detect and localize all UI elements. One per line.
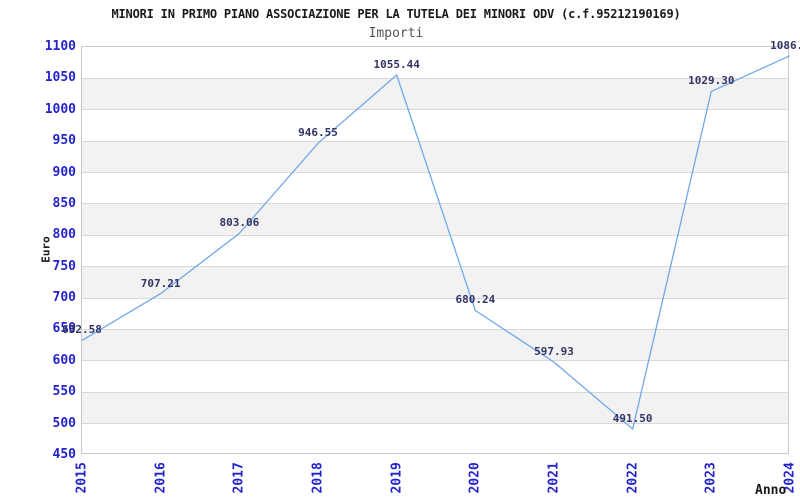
- y-tick-label: 450: [52, 447, 76, 462]
- data-label: 1055.44: [373, 57, 420, 71]
- y-tick-label: 900: [52, 164, 76, 180]
- gridline: [82, 423, 788, 425]
- data-label: 1086.2: [770, 38, 800, 52]
- y-tick-label: 850: [52, 195, 76, 211]
- grid-band: [82, 266, 788, 299]
- chart-subtitle: Importi: [368, 26, 424, 41]
- gridline: [82, 77, 788, 79]
- data-label: 707.21: [140, 276, 181, 290]
- x-tick-label: 2019: [389, 462, 405, 494]
- x-tick-label: 2016: [153, 462, 169, 494]
- y-tick-label: 1000: [44, 101, 76, 117]
- data-label: 491.50: [612, 411, 653, 425]
- data-label: 946.55: [298, 126, 338, 140]
- y-tick-label: 500: [52, 415, 76, 431]
- gridline: [82, 266, 788, 268]
- gridline: [82, 203, 788, 205]
- x-tick-label: 2018: [310, 462, 326, 494]
- x-tick-label: 2023: [703, 462, 719, 494]
- x-tick-label: 2022: [625, 462, 641, 494]
- x-tick-label: 2020: [467, 462, 483, 494]
- gridline: [82, 172, 788, 174]
- plot-area: 1100 1050 1000 950 900 850 800 750 700 650 600 550 5…: [45, 39, 800, 494]
- y-tick-label: 700: [52, 290, 76, 306]
- data-label: 680.24: [455, 293, 496, 307]
- y-axis-title: Euro: [39, 236, 53, 263]
- gridline: [82, 297, 788, 299]
- data-label: 632.58: [62, 323, 102, 337]
- gridline: [82, 109, 788, 111]
- data-label: 597.93: [534, 345, 574, 359]
- series-line: [81, 55, 791, 431]
- y-tick-label: 550: [52, 384, 76, 400]
- y-tick-label: 600: [52, 352, 76, 368]
- line-chart-canvas: [81, 55, 791, 431]
- grid-band: [82, 78, 788, 110]
- grid-band: [82, 203, 788, 236]
- grid-band: [82, 141, 788, 173]
- chart-title: MINORI IN PRIMO PIANO ASSOCIAZIONE PER L…: [111, 7, 681, 21]
- y-tick-label: 750: [52, 258, 76, 274]
- y-tick-label: 800: [52, 227, 76, 243]
- data-label: 803.06: [219, 216, 260, 230]
- y-tick-label: 650: [52, 321, 76, 337]
- gridline: [82, 140, 788, 142]
- x-tick-label: 2021: [546, 462, 562, 494]
- gridline: [82, 328, 788, 330]
- gridline: [82, 234, 788, 236]
- data-label: 1029.30: [688, 74, 735, 88]
- x-axis-title: Anno: [755, 483, 787, 498]
- x-tick-label: 2017: [231, 462, 247, 494]
- grid-band: [82, 392, 788, 424]
- y-tick-label: 1100: [44, 39, 76, 54]
- grid-band: [82, 329, 788, 361]
- y-tick-label: 950: [52, 133, 76, 149]
- gridline: [82, 391, 788, 393]
- x-tick-label: 2015: [74, 462, 90, 494]
- y-tick-label: 1050: [44, 70, 76, 86]
- gridline: [82, 360, 788, 362]
